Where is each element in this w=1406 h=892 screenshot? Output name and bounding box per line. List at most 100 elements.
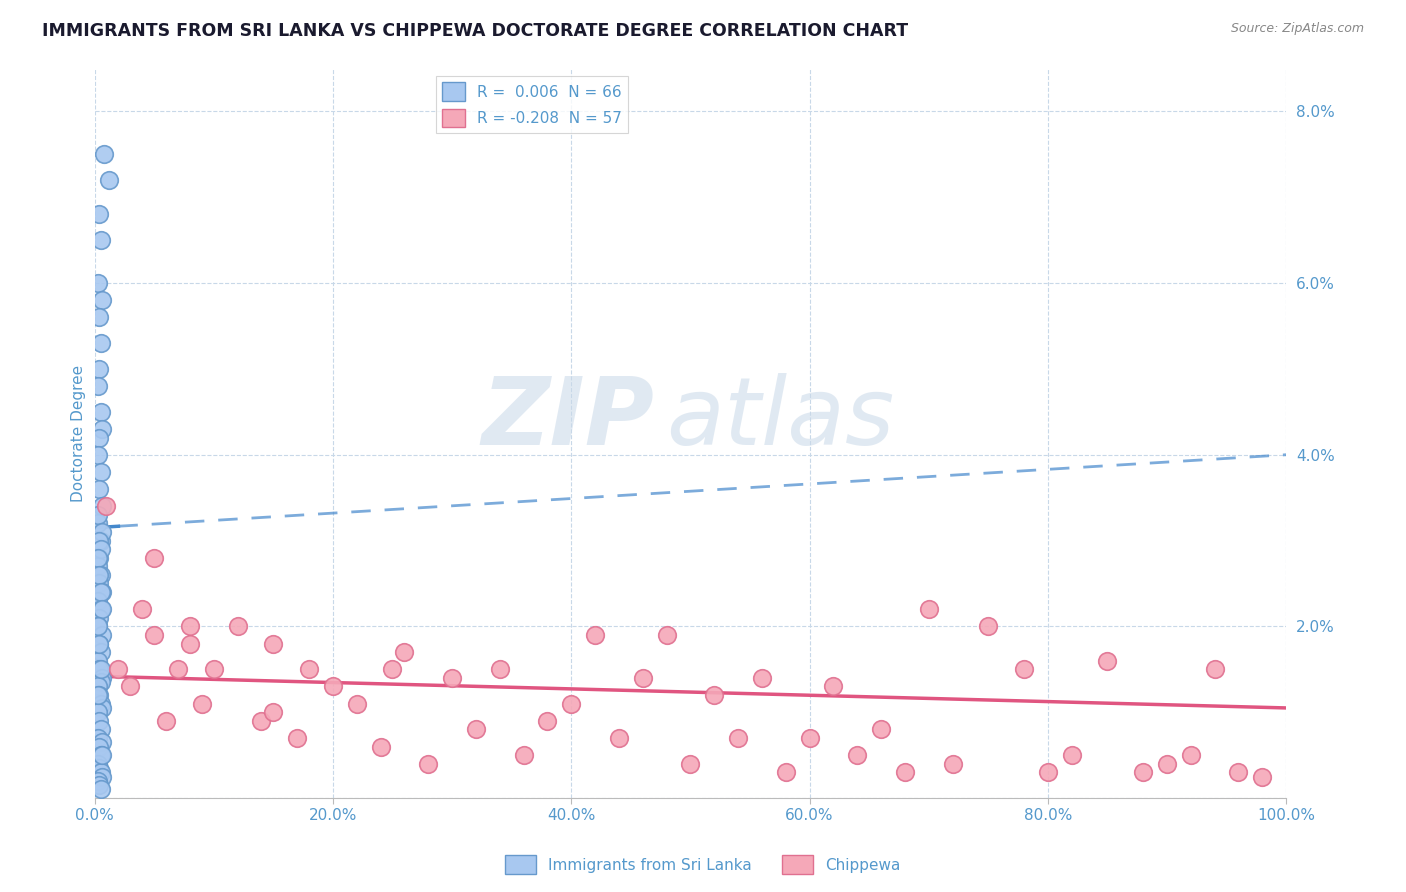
Point	[90, 568, 112, 582]
Point	[512, 748, 534, 763]
Point	[89, 207, 111, 221]
Point	[87, 680, 110, 694]
Point	[90, 465, 112, 479]
Legend: R =  0.006  N = 66, R = -0.208  N = 57: R = 0.006 N = 66, R = -0.208 N = 57	[436, 76, 628, 133]
Point	[89, 550, 111, 565]
Point	[90, 748, 112, 763]
Point	[90, 405, 112, 419]
Point	[87, 516, 110, 531]
Point	[536, 714, 558, 728]
Point	[894, 765, 917, 780]
Point	[155, 714, 177, 728]
Point	[90, 723, 112, 737]
Point	[87, 756, 110, 771]
Point	[90, 533, 112, 548]
Point	[89, 482, 111, 496]
Point	[1180, 748, 1202, 763]
Point	[1132, 765, 1154, 780]
Point	[87, 705, 110, 719]
Point	[90, 675, 112, 690]
Point	[89, 778, 111, 792]
Text: ZIP: ZIP	[482, 373, 655, 465]
Point	[120, 680, 142, 694]
Point	[370, 739, 392, 754]
Point	[87, 731, 110, 745]
Point	[441, 671, 464, 685]
Point	[488, 662, 510, 676]
Point	[90, 697, 112, 711]
Point	[89, 576, 111, 591]
Point	[87, 654, 110, 668]
Point	[346, 697, 368, 711]
Point	[89, 662, 111, 676]
Point	[679, 756, 702, 771]
Point	[262, 705, 284, 719]
Point	[89, 636, 111, 650]
Point	[90, 735, 112, 749]
Point	[90, 748, 112, 763]
Point	[87, 773, 110, 788]
Point	[89, 310, 111, 325]
Point	[89, 714, 111, 728]
Point	[226, 619, 249, 633]
Point	[90, 542, 112, 557]
Point	[131, 602, 153, 616]
Point	[87, 619, 110, 633]
Point	[87, 619, 110, 633]
Point	[87, 593, 110, 607]
Point	[97, 173, 120, 187]
Point	[298, 662, 321, 676]
Point	[90, 293, 112, 308]
Point	[322, 680, 344, 694]
Point	[90, 422, 112, 436]
Point	[1097, 654, 1119, 668]
Point	[87, 550, 110, 565]
Point	[143, 550, 166, 565]
Point	[87, 276, 110, 290]
Point	[89, 611, 111, 625]
Point	[90, 770, 112, 784]
Text: IMMIGRANTS FROM SRI LANKA VS CHIPPEWA DOCTORATE DEGREE CORRELATION CHART: IMMIGRANTS FROM SRI LANKA VS CHIPPEWA DO…	[42, 22, 908, 40]
Point	[167, 662, 190, 676]
Point	[941, 756, 963, 771]
Point	[846, 748, 869, 763]
Point	[394, 645, 416, 659]
Point	[1156, 756, 1178, 771]
Point	[381, 662, 404, 676]
Point	[179, 636, 201, 650]
Point	[918, 602, 941, 616]
Point	[823, 680, 845, 694]
Point	[977, 619, 1000, 633]
Point	[89, 739, 111, 754]
Point	[89, 533, 111, 548]
Point	[96, 500, 118, 514]
Point	[202, 662, 225, 676]
Text: Source: ZipAtlas.com: Source: ZipAtlas.com	[1230, 22, 1364, 36]
Point	[90, 701, 112, 715]
Point	[90, 765, 112, 780]
Text: atlas: atlas	[666, 373, 894, 464]
Point	[143, 628, 166, 642]
Point	[631, 671, 654, 685]
Point	[90, 782, 112, 797]
Point	[87, 508, 110, 522]
Point	[87, 559, 110, 574]
Point	[560, 697, 582, 711]
Point	[93, 147, 115, 161]
Point	[1036, 765, 1059, 780]
Point	[90, 524, 112, 539]
Point	[1227, 765, 1250, 780]
Point	[87, 688, 110, 702]
Point	[90, 662, 112, 676]
Point	[90, 233, 112, 247]
Point	[90, 585, 112, 599]
Point	[1204, 662, 1226, 676]
Point	[1012, 662, 1035, 676]
Point	[90, 645, 112, 659]
Point	[870, 723, 893, 737]
Point	[90, 500, 112, 514]
Point	[285, 731, 308, 745]
Point	[89, 761, 111, 775]
Point	[583, 628, 606, 642]
Point	[87, 379, 110, 393]
